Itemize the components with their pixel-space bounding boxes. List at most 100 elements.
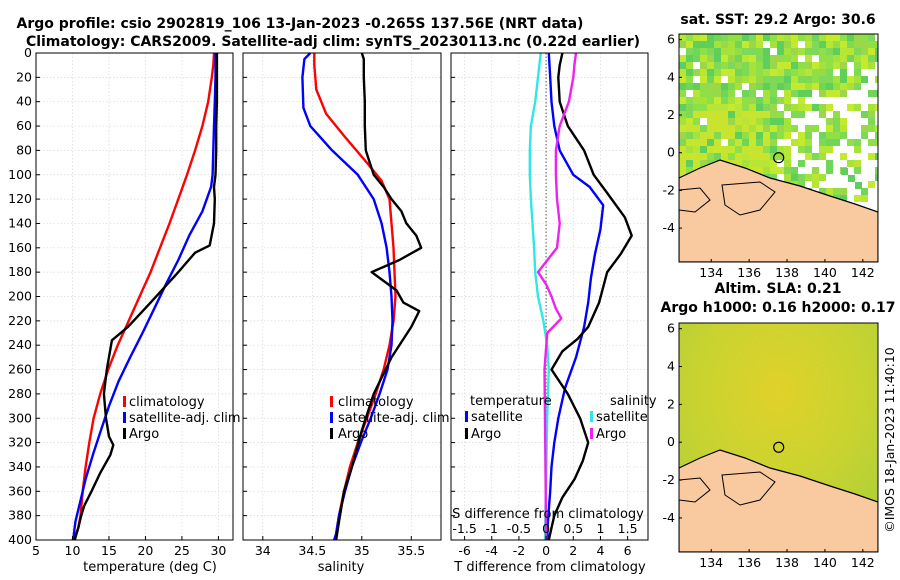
sst-cell xyxy=(784,125,791,132)
legend-swatch-satellite xyxy=(330,412,333,423)
sst-cell xyxy=(784,55,791,62)
sst-cell xyxy=(742,111,749,118)
series-line-argo xyxy=(73,53,219,541)
sst-cell xyxy=(735,139,742,146)
sst-cell xyxy=(833,34,840,41)
sst-cell xyxy=(855,182,862,189)
sst-cell xyxy=(686,55,693,62)
sst-cell xyxy=(833,55,840,62)
sst-cell xyxy=(742,55,749,62)
sst-cell xyxy=(735,153,742,160)
sla-map-subtitle: Argo h1000: 0.16 h2000: 0.17 xyxy=(660,300,895,316)
sst-cell xyxy=(777,118,784,125)
sst-cell xyxy=(805,55,812,62)
sst-cell xyxy=(693,160,700,167)
sst-cell xyxy=(749,76,756,83)
sst-map-ticks: 134 136 138 140 142 6 4 2 0 -2 -4 xyxy=(663,32,875,280)
sst-cell xyxy=(735,125,742,132)
sst-cell xyxy=(791,48,798,55)
sst-cell xyxy=(854,76,861,83)
sst-cell xyxy=(861,188,868,195)
sst-cell xyxy=(812,48,819,55)
sst-cell xyxy=(707,76,714,83)
sst-cell xyxy=(833,132,840,139)
sst-cell xyxy=(763,69,770,76)
map-y-tick-label: -2 xyxy=(663,182,675,197)
sst-cell xyxy=(763,139,770,146)
sst-cell xyxy=(700,97,707,104)
map-y-tick-label: 0 xyxy=(667,145,675,160)
sst-cell xyxy=(686,83,693,90)
sst-cell xyxy=(812,83,819,90)
temperature-xlabel: temperature (deg C) xyxy=(83,560,217,575)
sst-cell xyxy=(798,181,805,188)
series-line-satellite-adj-clim xyxy=(72,53,217,541)
sst-cell xyxy=(826,83,833,90)
sst-cell xyxy=(826,139,833,146)
sst-cell xyxy=(861,48,868,55)
difference-legend: temperature satellite Argo salinity sate… xyxy=(465,394,657,442)
sst-cell xyxy=(756,41,763,48)
sst-cell xyxy=(763,62,770,69)
sst-cell xyxy=(749,111,756,118)
sst-cell xyxy=(763,111,770,118)
sst-cell xyxy=(833,62,840,69)
sla-map-frame xyxy=(678,322,879,553)
sst-cell xyxy=(875,41,878,48)
sst-cell xyxy=(791,83,798,90)
sst-cell xyxy=(819,104,826,111)
sst-cell xyxy=(812,125,819,132)
s-tick-label: -1.5 xyxy=(452,521,476,536)
sst-cell xyxy=(686,125,693,132)
sst-cell xyxy=(854,167,861,174)
sst-cell xyxy=(826,76,833,83)
sst-cell xyxy=(721,132,728,139)
sst-cell xyxy=(693,83,700,90)
sst-cell xyxy=(805,34,812,41)
sst-cell xyxy=(714,90,721,97)
sst-cell xyxy=(686,97,693,104)
sst-cell xyxy=(742,97,749,104)
sst-cell xyxy=(763,97,770,104)
y-tick-label: 60 xyxy=(16,118,32,133)
sst-cell xyxy=(700,90,707,97)
x-tick-label: 0 xyxy=(542,543,550,558)
y-tick-label: 80 xyxy=(16,142,32,157)
sst-cell xyxy=(826,41,833,48)
series-line-s-satellite xyxy=(528,52,550,541)
sst-cell xyxy=(805,174,812,181)
sst-cell xyxy=(861,34,868,41)
sst-cell xyxy=(728,62,735,69)
sst-cell xyxy=(841,168,848,175)
sst-cell xyxy=(812,104,819,111)
sst-cell xyxy=(812,76,819,83)
sst-cell xyxy=(735,118,742,125)
sst-cell xyxy=(784,167,791,174)
y-tick-label: 240 xyxy=(8,337,32,352)
y-tick-label: 220 xyxy=(8,313,32,328)
sst-cell xyxy=(693,139,700,146)
map-x-tick-label: 134 xyxy=(699,265,723,280)
sst-cell xyxy=(868,111,875,118)
sst-cell xyxy=(756,62,763,69)
s-difference-label: S difference from climatology xyxy=(452,507,644,522)
sst-cell xyxy=(826,90,833,97)
sst-cell xyxy=(679,55,686,62)
sst-cell xyxy=(833,76,840,83)
sst-cell xyxy=(770,104,777,111)
sst-cell xyxy=(700,125,707,132)
legend-temperature-title: temperature xyxy=(470,394,552,409)
y-tick-label: 280 xyxy=(8,386,32,401)
map-x-tick-label: 134 xyxy=(699,555,723,570)
sst-cell xyxy=(777,153,784,160)
sst-cell xyxy=(728,69,735,76)
sst-cell xyxy=(854,104,861,111)
y-tick-label: 300 xyxy=(8,410,32,425)
sst-cell xyxy=(721,97,728,104)
sst-cell xyxy=(693,48,700,55)
sst-cell xyxy=(756,167,763,174)
sst-cell xyxy=(728,34,735,41)
x-tick-label: 6 xyxy=(624,543,632,558)
sst-cell xyxy=(728,83,735,90)
sst-cell xyxy=(805,48,812,55)
